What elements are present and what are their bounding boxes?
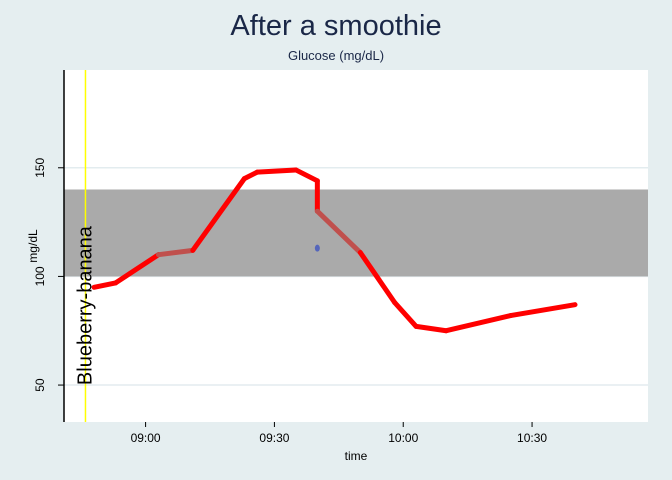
series-0-segment-5: [254, 167, 299, 175]
chart-title: After a smoothie: [230, 10, 442, 42]
chart-subtitle: Glucose (mg/dL): [287, 48, 385, 63]
y-ticks: 50 100 150: [33, 157, 64, 392]
series-0-segment-11: [413, 323, 449, 334]
points-group: [314, 244, 320, 252]
series-0-segment-9: [357, 250, 398, 305]
y-tick-label-100: 100: [33, 266, 47, 286]
y-tick-label-50: 50: [33, 378, 47, 392]
series-0-segment-10: [392, 299, 419, 329]
x-tick-label-1030: 10:30: [517, 431, 547, 445]
data-point-0: [314, 244, 320, 252]
y-axis-title: mg/dL: [26, 229, 40, 263]
x-ticks: 09:00 09:30 10:00 10:30: [131, 422, 547, 445]
x-tick-label-0900: 09:00: [131, 431, 161, 445]
series-0-segment-6: [293, 167, 320, 184]
target-range-band: [64, 189, 648, 277]
x-axis-title: time: [345, 449, 368, 463]
series-0-segment-0: [91, 280, 119, 290]
series-group: [91, 167, 578, 334]
x-tick-label-0930: 09:30: [259, 431, 289, 445]
series-0-segment-2: [155, 247, 196, 258]
annotation-label: Blueberry-banana: [74, 225, 96, 385]
series-0-segment-1: [113, 252, 161, 286]
series-0-segment-3: [190, 176, 247, 253]
y-tick-label-150: 150: [33, 157, 47, 177]
series-0-segment-13: [508, 302, 578, 319]
x-tick-label-1000: 10:00: [388, 431, 418, 445]
series-0-segment-12: [443, 313, 514, 334]
series-0-segment-8: [314, 208, 363, 256]
